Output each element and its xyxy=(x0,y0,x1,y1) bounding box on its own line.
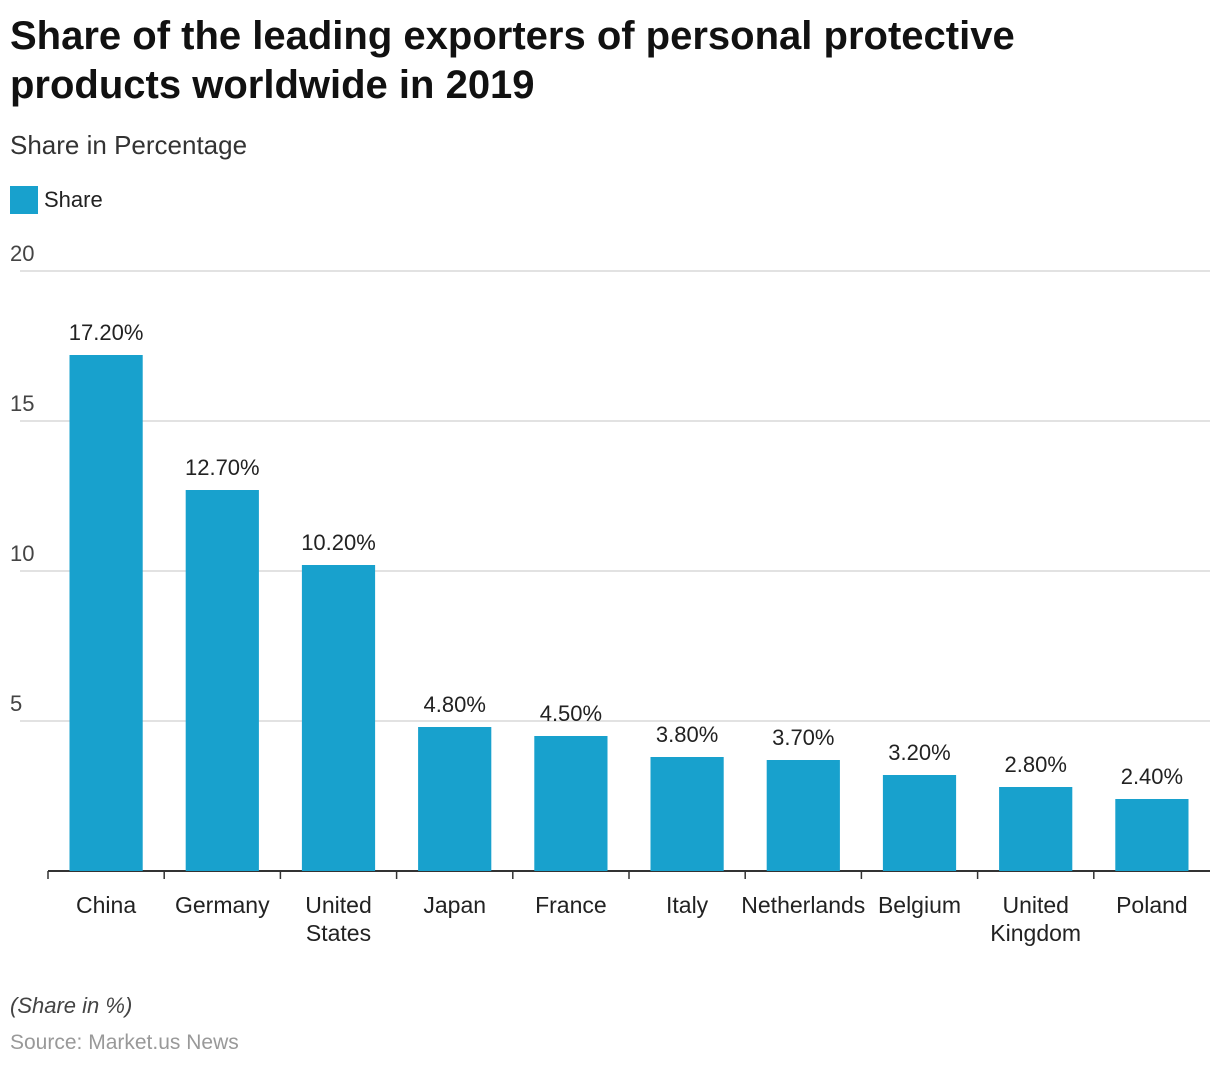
bar xyxy=(1115,799,1189,871)
x-tick-label-line: Germany xyxy=(175,892,270,918)
bar xyxy=(69,355,143,871)
bar xyxy=(534,736,608,871)
x-tick-label: Italy xyxy=(666,892,709,918)
x-tick-label-line: Japan xyxy=(423,892,486,918)
x-tick-label: United Kingdom xyxy=(990,892,1081,946)
data-label: 10.20% xyxy=(301,530,376,555)
x-tick-label-line: Poland xyxy=(1116,892,1188,918)
x-tick-label-line: France xyxy=(535,892,607,918)
data-label: 4.80% xyxy=(424,692,486,717)
x-tick-label-line: United xyxy=(1002,892,1068,918)
data-label: 2.40% xyxy=(1121,764,1183,789)
x-tick-label-line: Kingdom xyxy=(990,920,1081,946)
x-tick-label: Germany xyxy=(175,892,270,918)
x-tick-label: Japan xyxy=(423,892,486,918)
x-tick-label-line: United xyxy=(305,892,371,918)
y-tick-label: 10 xyxy=(10,541,34,566)
y-tick-label: 15 xyxy=(10,391,34,416)
x-tick-label: France xyxy=(535,892,607,918)
bar xyxy=(999,787,1073,871)
legend-label: Share xyxy=(44,187,103,212)
data-label: 3.20% xyxy=(888,740,950,765)
legend-swatch xyxy=(10,186,38,214)
x-tick-label: Netherlands xyxy=(741,892,865,918)
bar xyxy=(301,565,376,871)
x-tick-label: Belgium xyxy=(878,892,961,918)
x-tick-label-line: States xyxy=(306,920,371,946)
data-label: 3.70% xyxy=(772,725,834,750)
x-tick-label-line: China xyxy=(76,892,136,918)
data-label: 2.80% xyxy=(1005,752,1067,777)
bar xyxy=(418,727,492,871)
y-tick-label: 5 xyxy=(10,691,22,716)
y-tick-label: 20 xyxy=(10,241,34,266)
x-tick-label: China xyxy=(76,892,136,918)
data-label: 4.50% xyxy=(540,701,602,726)
x-tick-label: United States xyxy=(305,892,371,946)
source-note: Source: Market.us News xyxy=(10,1031,239,1054)
x-tick-label-line: Italy xyxy=(666,892,709,918)
legend: Share xyxy=(10,186,103,214)
footnote: (Share in %) xyxy=(10,993,133,1018)
bar xyxy=(766,760,840,871)
bar xyxy=(650,757,724,871)
data-label: 3.80% xyxy=(656,722,718,747)
bar xyxy=(882,775,957,871)
x-tick-label-line: Netherlands xyxy=(741,892,865,918)
chart-title: Share of the leading exporters of person… xyxy=(10,14,1015,107)
chart-subtitle: Share in Percentage xyxy=(10,130,248,160)
x-tick-label-line: Belgium xyxy=(878,892,961,918)
bar xyxy=(185,490,259,871)
data-label: 12.70% xyxy=(185,455,260,480)
data-label: 17.20% xyxy=(69,320,144,345)
x-tick-label: Poland xyxy=(1116,892,1188,918)
